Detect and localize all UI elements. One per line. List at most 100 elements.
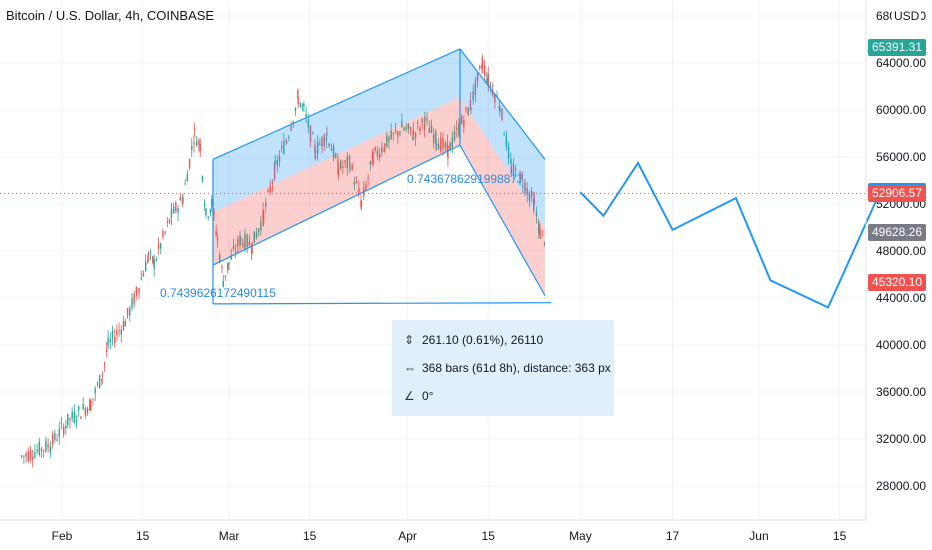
candle-body-82 <box>188 159 191 168</box>
channel-rise-upper-fill <box>213 48 460 213</box>
candle-body-12 <box>47 444 49 448</box>
candle-body-151 <box>321 137 323 147</box>
candle-body-232 <box>479 65 481 69</box>
candle-body-48 <box>120 329 122 335</box>
candle-body-20 <box>62 426 65 435</box>
candle-body-92 <box>207 217 209 219</box>
candle-body-104 <box>230 254 232 260</box>
candle-body-66 <box>155 259 158 261</box>
candle-body-235 <box>483 65 486 77</box>
candle-body-214 <box>444 142 446 148</box>
candle-body-2 <box>25 453 27 457</box>
candle-body-247 <box>507 146 510 159</box>
candle-body-252 <box>517 181 519 183</box>
candle-body-65 <box>153 259 155 269</box>
candle-body-33 <box>90 401 92 411</box>
candle-body-9 <box>40 447 43 452</box>
candle-body-118 <box>257 228 260 233</box>
candle-body-8 <box>38 441 40 455</box>
candle-body-136 <box>292 121 294 123</box>
candle-body-258 <box>528 194 531 201</box>
candle-body-190 <box>397 131 399 137</box>
candle-body-31 <box>86 408 89 414</box>
candle-body-99 <box>221 266 223 268</box>
candle-body-191 <box>399 132 401 135</box>
candle-body-144 <box>307 119 310 128</box>
candle-body-81 <box>186 173 189 182</box>
candle-body-123 <box>267 190 269 192</box>
candle-body-224 <box>463 119 465 127</box>
candle-body-257 <box>526 188 528 195</box>
candle-body-54 <box>133 293 135 305</box>
candle-body-184 <box>383 143 386 152</box>
projection-path[interactable] <box>579 160 881 309</box>
candle-body-128 <box>276 159 279 166</box>
candle-body-6 <box>34 452 36 458</box>
candle-body-23 <box>69 418 71 421</box>
x-tick-label-1: 15 <box>136 529 150 543</box>
candle-body-86 <box>195 141 198 146</box>
candle-body-28 <box>80 416 82 419</box>
candle-body-46 <box>116 330 118 335</box>
candle-body-260 <box>533 198 535 211</box>
candle-body-36 <box>96 383 99 385</box>
candle-body-208 <box>432 133 435 144</box>
price-axis[interactable]: 28000.00 32000.00 36000.00 40000.00 44000.00… <box>865 0 926 520</box>
candle-body-140 <box>299 103 302 107</box>
candle-body-245 <box>503 133 505 136</box>
candle-body-69 <box>162 231 164 238</box>
candle-body-102 <box>226 263 229 270</box>
currency-unit[interactable]: USD <box>892 9 922 23</box>
candle-body-26 <box>75 420 78 423</box>
candle-body-51 <box>126 308 129 316</box>
candle-body-79 <box>182 197 184 203</box>
candle-body-196 <box>409 126 412 131</box>
candle-body-176 <box>369 160 372 165</box>
candle-body-229 <box>472 91 474 101</box>
y-tick-label-2: 36000.00 <box>876 385 926 399</box>
candle-body-29 <box>82 404 84 409</box>
candle-body-18 <box>58 428 60 437</box>
candle-body-163 <box>344 160 346 163</box>
candle-body-179 <box>374 147 376 151</box>
y-tick-label-0: 28000.00 <box>876 479 926 493</box>
chart-title: Bitcoin / U.S. Dollar, 4h, COINBASE <box>6 8 215 23</box>
candle-body-197 <box>412 137 414 140</box>
candle-body-254 <box>521 175 523 178</box>
price-label-0: 65391.31 <box>868 38 926 56</box>
candle-body-24 <box>71 411 73 419</box>
candle-body-68 <box>160 243 162 249</box>
candle-body-45 <box>113 337 116 344</box>
candle-body-139 <box>297 96 299 105</box>
time-axis[interactable]: Feb 15 Mar 15 Apr 15 May 17 Jun 15 <box>0 519 866 543</box>
candle-body-138 <box>296 92 299 95</box>
candle-body-16 <box>54 433 56 440</box>
candle-body-142 <box>303 103 305 107</box>
candle-body-218 <box>451 137 454 148</box>
candle-body-187 <box>390 130 392 139</box>
candle-body-237 <box>487 73 489 86</box>
candle-body-156 <box>330 148 333 151</box>
candle-body-243 <box>499 106 501 113</box>
x-tick-label-5: 15 <box>482 529 496 543</box>
candle-body-111 <box>244 233 246 250</box>
measure-tooltip: ⇕ 261.10 (0.61%), 26110 ⇔ 368 bars (61d 8h… <box>392 320 614 416</box>
price-label-4: 45320.10 <box>868 274 926 292</box>
candle-body-264 <box>539 229 541 239</box>
candle-body-256 <box>524 182 526 194</box>
candle-body-150 <box>319 143 321 145</box>
candle-body-148 <box>314 155 317 158</box>
price-range-icon: ⇕ <box>404 333 415 347</box>
measure-baseline <box>212 302 552 305</box>
price-change-text: 261.10 (0.61%), 26110 <box>422 333 544 347</box>
candle-body-41 <box>106 349 108 352</box>
candle-body-98 <box>219 255 221 262</box>
candle-body-174 <box>365 184 367 191</box>
candle-body-217 <box>449 142 451 151</box>
candle-body-265 <box>541 230 543 232</box>
candle-body-32 <box>89 399 91 411</box>
candle-body-202 <box>421 118 423 123</box>
candle-body-93 <box>209 209 212 214</box>
drawings[interactable] <box>0 48 866 305</box>
